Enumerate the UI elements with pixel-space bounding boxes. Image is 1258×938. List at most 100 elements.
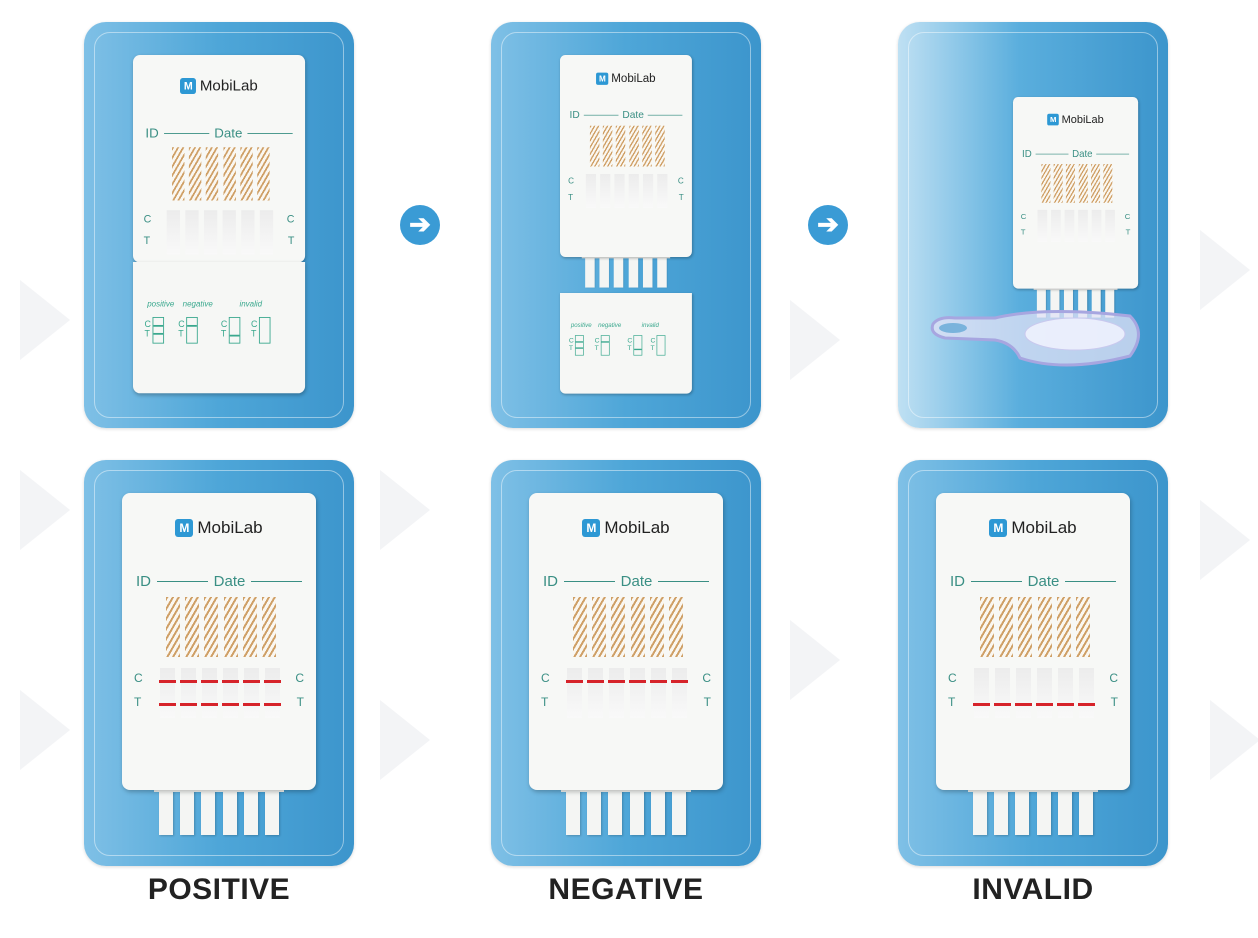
dip-tab: [613, 256, 624, 288]
dip-tab: [1091, 288, 1101, 318]
brand-name: MobiLab: [199, 77, 258, 95]
cap-c-marker: C: [220, 319, 228, 330]
drug-label-strip: [1103, 164, 1113, 203]
drug-label-strip: [980, 597, 994, 657]
invalid-example: [258, 316, 271, 344]
result-window: [650, 668, 667, 718]
control-line: [608, 680, 625, 683]
test-marker-right: T: [678, 192, 684, 202]
cassette-body: M MobiLab ID Date C T C T: [560, 55, 692, 257]
result-window: [973, 668, 990, 718]
dip-tab: [994, 790, 1009, 835]
dip-tab: [1077, 288, 1087, 318]
mobilab-logo-icon: M: [180, 78, 197, 95]
control-marker-left: C: [568, 176, 575, 186]
result-window: [1057, 668, 1074, 718]
date-line: [1065, 580, 1116, 583]
control-marker-right: C: [1109, 671, 1118, 685]
example-line: [153, 324, 164, 327]
id-line: [164, 132, 209, 135]
test-line: [180, 703, 197, 706]
date-label: Date: [1072, 148, 1093, 160]
result-label-invalid: INVALID: [972, 873, 1094, 906]
dip-tab: [180, 790, 195, 835]
cap-t-marker: T: [594, 344, 599, 353]
test-marker-left: T: [134, 695, 142, 709]
test-marker-left: T: [948, 695, 956, 709]
drug-labels: [573, 597, 683, 657]
drug-label-strip: [1041, 164, 1051, 203]
result-window: [600, 174, 611, 208]
drug-label-strip: [592, 597, 607, 657]
cap-c-marker: C: [568, 337, 574, 345]
control-marker-right: C: [677, 176, 684, 186]
cassette-cap-legend: positive negative invalid C T C T C T C T: [560, 293, 692, 394]
control-marker-left: C: [143, 212, 152, 226]
control-line: [201, 680, 218, 683]
control-line: [159, 680, 176, 683]
background-triangle: [1210, 700, 1258, 780]
dip-tab: [628, 256, 638, 288]
result-window: [628, 174, 639, 208]
control-line: [629, 680, 646, 683]
dip-tabs: [581, 250, 671, 288]
legend-positive: positive: [570, 321, 592, 329]
result-window: [180, 668, 197, 718]
id-label: ID: [145, 125, 159, 142]
result-windows: [566, 668, 688, 718]
drug-label-strip: [240, 147, 253, 201]
background-triangle: [20, 470, 70, 550]
test-line: [973, 703, 990, 706]
control-line: [566, 680, 583, 683]
test-marker-right: T: [1110, 695, 1118, 709]
legend-negative: negative: [182, 299, 213, 309]
dip-tab: [1078, 790, 1093, 835]
negative-example: [600, 335, 610, 356]
result-window: [629, 668, 646, 718]
result-window: [1036, 668, 1053, 718]
cassette-body: M MobiLab ID Date C T C T: [122, 493, 316, 790]
test-line: [264, 703, 281, 706]
test-marker-right: T: [287, 234, 295, 247]
background-triangle: [380, 700, 430, 780]
control-marker-left: C: [134, 671, 143, 685]
control-marker-right: C: [1124, 211, 1131, 221]
drug-labels: [166, 597, 276, 657]
urine-cup: [930, 309, 1140, 367]
test-line: [1057, 703, 1074, 706]
result-window: [203, 210, 218, 255]
drug-label-strip: [630, 597, 645, 657]
id-date-field: ID Date: [136, 573, 302, 590]
test-line: [243, 703, 260, 706]
cap-c-marker: C: [627, 337, 633, 345]
drug-label-strip: [189, 147, 202, 201]
result-windows: [166, 210, 274, 255]
brand-name: MobiLab: [1061, 113, 1104, 126]
result-window: [657, 174, 668, 208]
legend-positive: positive: [147, 299, 175, 309]
drug-label-strip: [185, 597, 200, 657]
negative-example: [186, 316, 198, 344]
result-window: [608, 668, 625, 718]
test-line: [1015, 703, 1032, 706]
brand-name: MobiLab: [604, 518, 670, 537]
brand-logo: M MobiLab: [529, 518, 723, 538]
drug-labels: [589, 125, 665, 167]
dip-tab: [222, 790, 237, 835]
example-line: [187, 324, 197, 327]
cap-c-marker: C: [144, 319, 151, 330]
result-window: [614, 174, 625, 208]
id-label: ID: [950, 573, 965, 590]
drug-label-strip: [257, 147, 270, 201]
positive-example: [152, 316, 165, 344]
mobilab-logo-icon: M: [596, 72, 609, 85]
drug-label-strip: [999, 597, 1014, 657]
result-window: [1078, 668, 1095, 718]
invalid-example: [633, 335, 643, 356]
dip-tab: [1015, 790, 1030, 835]
result-label-positive: POSITIVE: [147, 873, 291, 906]
result-window: [1051, 209, 1061, 243]
control-line: [222, 680, 239, 683]
control-line: [587, 680, 604, 683]
result-window: [1078, 209, 1088, 243]
